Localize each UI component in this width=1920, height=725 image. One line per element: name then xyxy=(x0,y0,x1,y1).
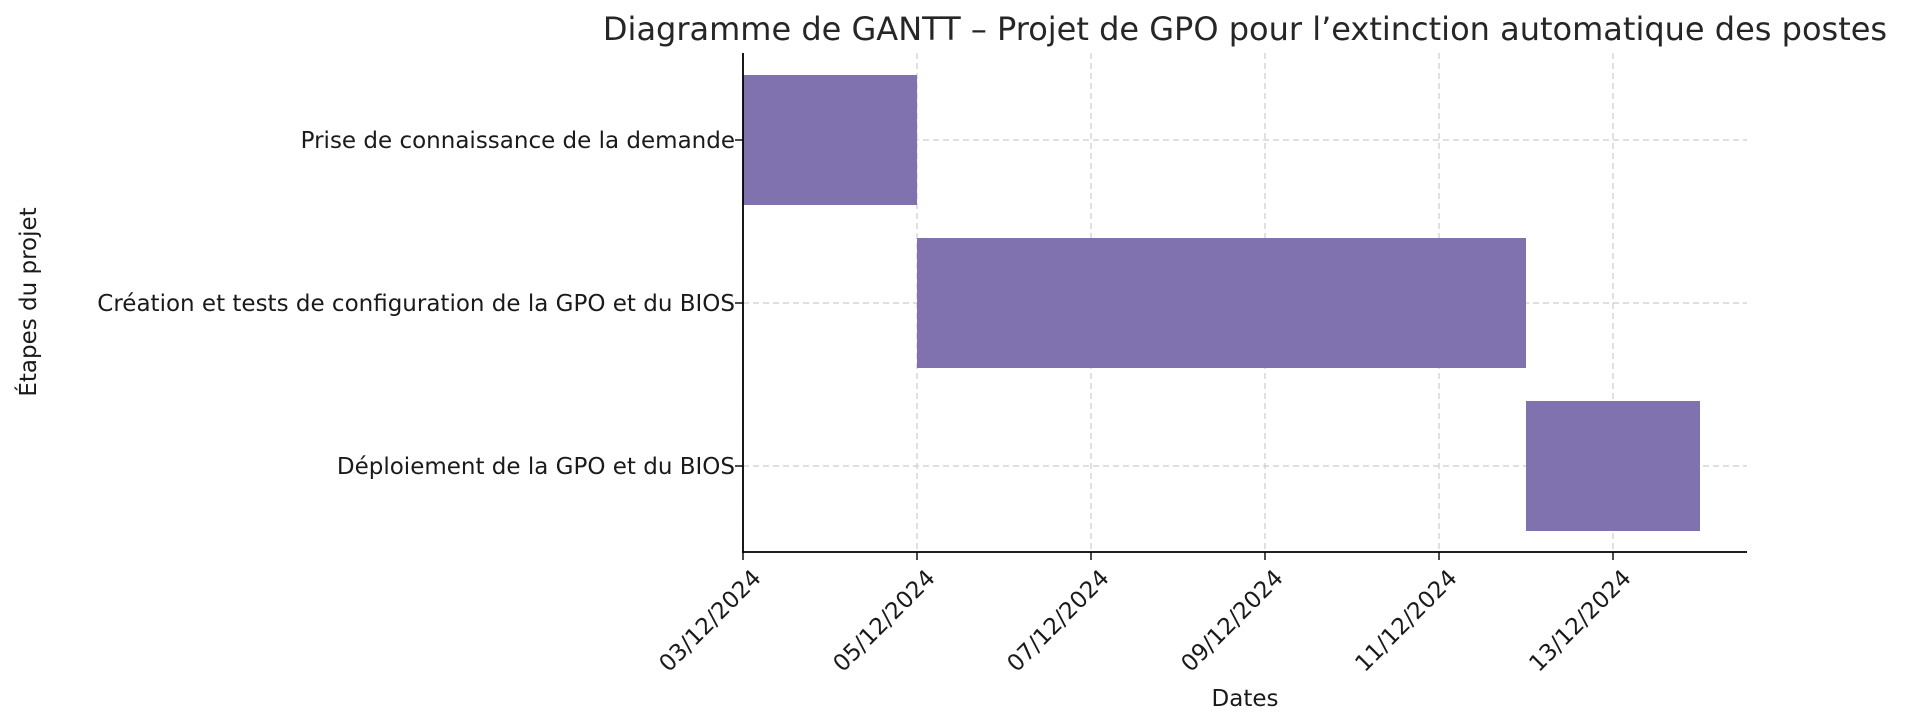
y-tick-labels: Prise de connaissance de la demande Créat… xyxy=(97,128,743,480)
y-tick-label: Création et tests de configuration de la… xyxy=(97,291,735,317)
task-bar xyxy=(1526,401,1700,531)
x-tick-labels: 03/12/2024 05/12/2024 07/12/2024 09/12/2024… xyxy=(654,552,1637,677)
x-tick-label: 07/12/2024 xyxy=(1002,565,1114,677)
task-bars xyxy=(743,75,1700,531)
x-tick-label: 05/12/2024 xyxy=(828,565,940,677)
x-axis-label: Dates xyxy=(1212,686,1279,712)
x-tick-label: 13/12/2024 xyxy=(1524,565,1636,677)
y-tick-label: Prise de connaissance de la demande xyxy=(301,128,735,154)
y-tick-label: Déploiement de la GPO et du BIOS xyxy=(337,454,735,480)
chart-title: Diagramme de GANTT – Projet de GPO pour … xyxy=(603,10,1887,48)
x-tick-label: 09/12/2024 xyxy=(1176,565,1288,677)
x-tick-label: 11/12/2024 xyxy=(1350,565,1462,677)
x-tick-label: 03/12/2024 xyxy=(654,565,766,677)
task-bar xyxy=(917,238,1526,368)
y-axis-label: Étapes du projet xyxy=(14,207,42,396)
task-bar xyxy=(743,75,917,205)
